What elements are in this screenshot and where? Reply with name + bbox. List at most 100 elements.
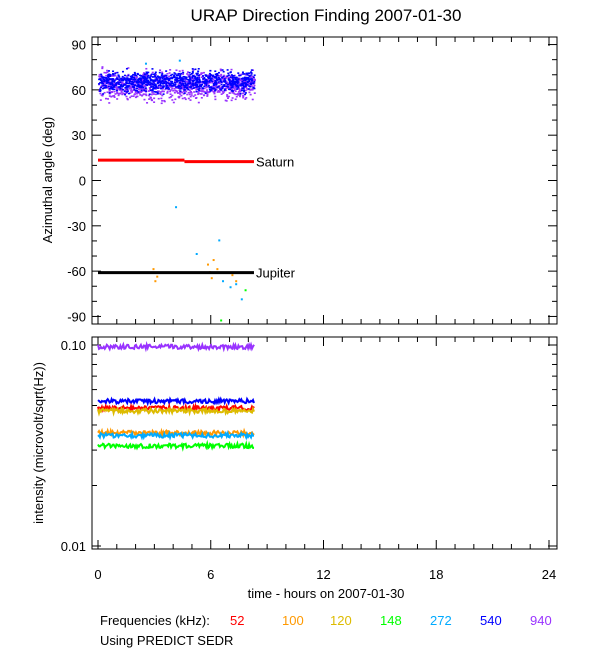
azimuth-point-540khz bbox=[111, 86, 114, 89]
azimuth-point-540khz bbox=[171, 82, 174, 85]
azimuth-point-540khz bbox=[215, 77, 218, 80]
azimuth-point-540khz bbox=[102, 87, 105, 90]
azimuth-point-940khz bbox=[117, 87, 120, 90]
azimuth-point-540khz bbox=[187, 79, 190, 81]
azimuth-point-540khz bbox=[179, 79, 182, 82]
azimuth-point-940khz bbox=[186, 80, 189, 83]
azimuth-point-540khz bbox=[132, 73, 135, 76]
azimuth-point-940khz bbox=[116, 88, 119, 91]
azimuth-point-540khz bbox=[154, 71, 157, 74]
azimuth-point-940khz bbox=[126, 98, 129, 101]
azimuth-point-940khz bbox=[197, 90, 200, 93]
azimuth-point-940khz bbox=[106, 74, 109, 77]
azimuth-point-540khz bbox=[220, 83, 223, 86]
azimuth-point-540khz bbox=[200, 85, 203, 88]
azimuth-point-940khz bbox=[171, 88, 174, 90]
azimuth-point-540khz bbox=[139, 85, 142, 87]
azimuth-point-540khz bbox=[161, 76, 164, 78]
azimuth-point-540khz bbox=[100, 75, 103, 78]
azimuth-point-940khz bbox=[142, 73, 145, 76]
azimuth-point-540khz bbox=[157, 81, 160, 84]
azimuth-point-540khz bbox=[99, 79, 102, 81]
intensity-panel: 0.01 0.10 0 6 12 18 24 intensity (microvolt/s… bbox=[31, 336, 558, 601]
azimuth-point-540khz bbox=[154, 72, 157, 75]
azimuth-point-540khz bbox=[144, 87, 147, 89]
azimuth-point-540khz bbox=[107, 73, 110, 76]
azimuth-point-540khz bbox=[147, 83, 150, 85]
azimuth-point-540khz bbox=[204, 74, 207, 76]
azimuth-point-540khz bbox=[117, 74, 120, 76]
azimuth-point-940khz bbox=[186, 93, 189, 96]
azimuth-point-540khz bbox=[228, 88, 231, 91]
azimuth-point-540khz bbox=[156, 91, 159, 94]
azimuth-point-540khz bbox=[138, 86, 141, 88]
azimuth-point-540khz bbox=[188, 86, 191, 88]
azimuth-point-940khz bbox=[112, 83, 115, 85]
azimuth-point-540khz bbox=[224, 79, 227, 82]
azimuth-point-540khz bbox=[109, 75, 112, 78]
azimuth-point-540khz bbox=[249, 82, 252, 85]
azimuth-point-940khz bbox=[170, 86, 173, 88]
azimuth-point-272khz bbox=[218, 239, 221, 242]
azimuth-point-540khz bbox=[211, 80, 214, 83]
azimuth-point-540khz bbox=[136, 80, 139, 83]
azimuth-point-940khz bbox=[181, 81, 184, 84]
azimuth-point-540khz bbox=[232, 80, 235, 82]
azimuth-point-540khz bbox=[230, 74, 233, 76]
azimuth-point-940khz bbox=[205, 86, 208, 89]
azimuth-point-540khz bbox=[193, 75, 196, 78]
azimuth-point-540khz bbox=[209, 73, 212, 76]
azimuth-point-540khz bbox=[191, 75, 194, 78]
azimuth-point-540khz bbox=[245, 76, 248, 79]
azimuth-point-940khz bbox=[101, 66, 104, 68]
azimuth-point-540khz bbox=[107, 76, 110, 79]
azimuth-point-540khz bbox=[213, 81, 216, 84]
azimuth-point-540khz bbox=[139, 79, 142, 82]
time-x-tick-label: 24 bbox=[542, 567, 556, 582]
azimuth-point-540khz bbox=[216, 86, 219, 89]
intensity-series-lines bbox=[97, 340, 255, 452]
azimuth-point-540khz bbox=[105, 77, 108, 80]
azimuth-point-540khz bbox=[234, 78, 237, 81]
azimuth-point-100khz bbox=[210, 277, 213, 280]
azimuth-point-940khz bbox=[164, 88, 167, 91]
intensity-tick-marks bbox=[92, 337, 557, 549]
azimuth-point-540khz bbox=[98, 78, 101, 81]
azimuth-point-540khz bbox=[242, 73, 245, 75]
azimuth-point-540khz bbox=[197, 74, 200, 77]
azimuth-point-940khz bbox=[189, 76, 192, 78]
azimuth-point-540khz bbox=[173, 75, 176, 78]
azimuth-point-540khz bbox=[135, 87, 138, 90]
legend-label: Frequencies (kHz): bbox=[100, 613, 210, 628]
azimuth-point-940khz bbox=[106, 85, 109, 87]
azimuth-point-940khz bbox=[214, 95, 217, 98]
azimuth-point-540khz bbox=[194, 77, 197, 79]
azimuth-point-940khz bbox=[111, 95, 114, 97]
azimuth-point-540khz bbox=[110, 86, 113, 89]
azimuth-point-940khz bbox=[185, 80, 188, 83]
azimuth-point-540khz bbox=[217, 71, 220, 74]
azimuth-point-540khz bbox=[192, 80, 195, 83]
azimuth-point-940khz bbox=[135, 77, 138, 79]
azimuth-point-540khz bbox=[124, 86, 127, 89]
azimuth-point-940khz bbox=[108, 90, 111, 92]
azimuth-point-540khz bbox=[218, 78, 221, 81]
azimuth-point-540khz bbox=[214, 89, 217, 92]
azimuth-point-540khz bbox=[140, 82, 143, 84]
azimuth-point-940khz bbox=[216, 82, 219, 85]
azimuth-point-540khz bbox=[151, 88, 154, 91]
azimuth-point-940khz bbox=[161, 100, 164, 102]
azimuth-point-540khz bbox=[126, 78, 129, 80]
azimuth-point-540khz bbox=[104, 84, 107, 87]
azimuth-point-540khz bbox=[231, 74, 234, 77]
azimuth-point-540khz bbox=[105, 82, 108, 84]
azimuth-point-940khz bbox=[220, 73, 223, 76]
azimuth-point-940khz bbox=[125, 89, 128, 92]
azimuth-point-540khz bbox=[194, 81, 197, 84]
azimuth-point-940khz bbox=[207, 83, 210, 85]
azimuth-point-940khz bbox=[200, 73, 203, 76]
azimuth-point-940khz bbox=[135, 95, 138, 98]
azimuth-point-940khz bbox=[242, 86, 245, 89]
azimuth-point-940khz bbox=[226, 95, 229, 98]
